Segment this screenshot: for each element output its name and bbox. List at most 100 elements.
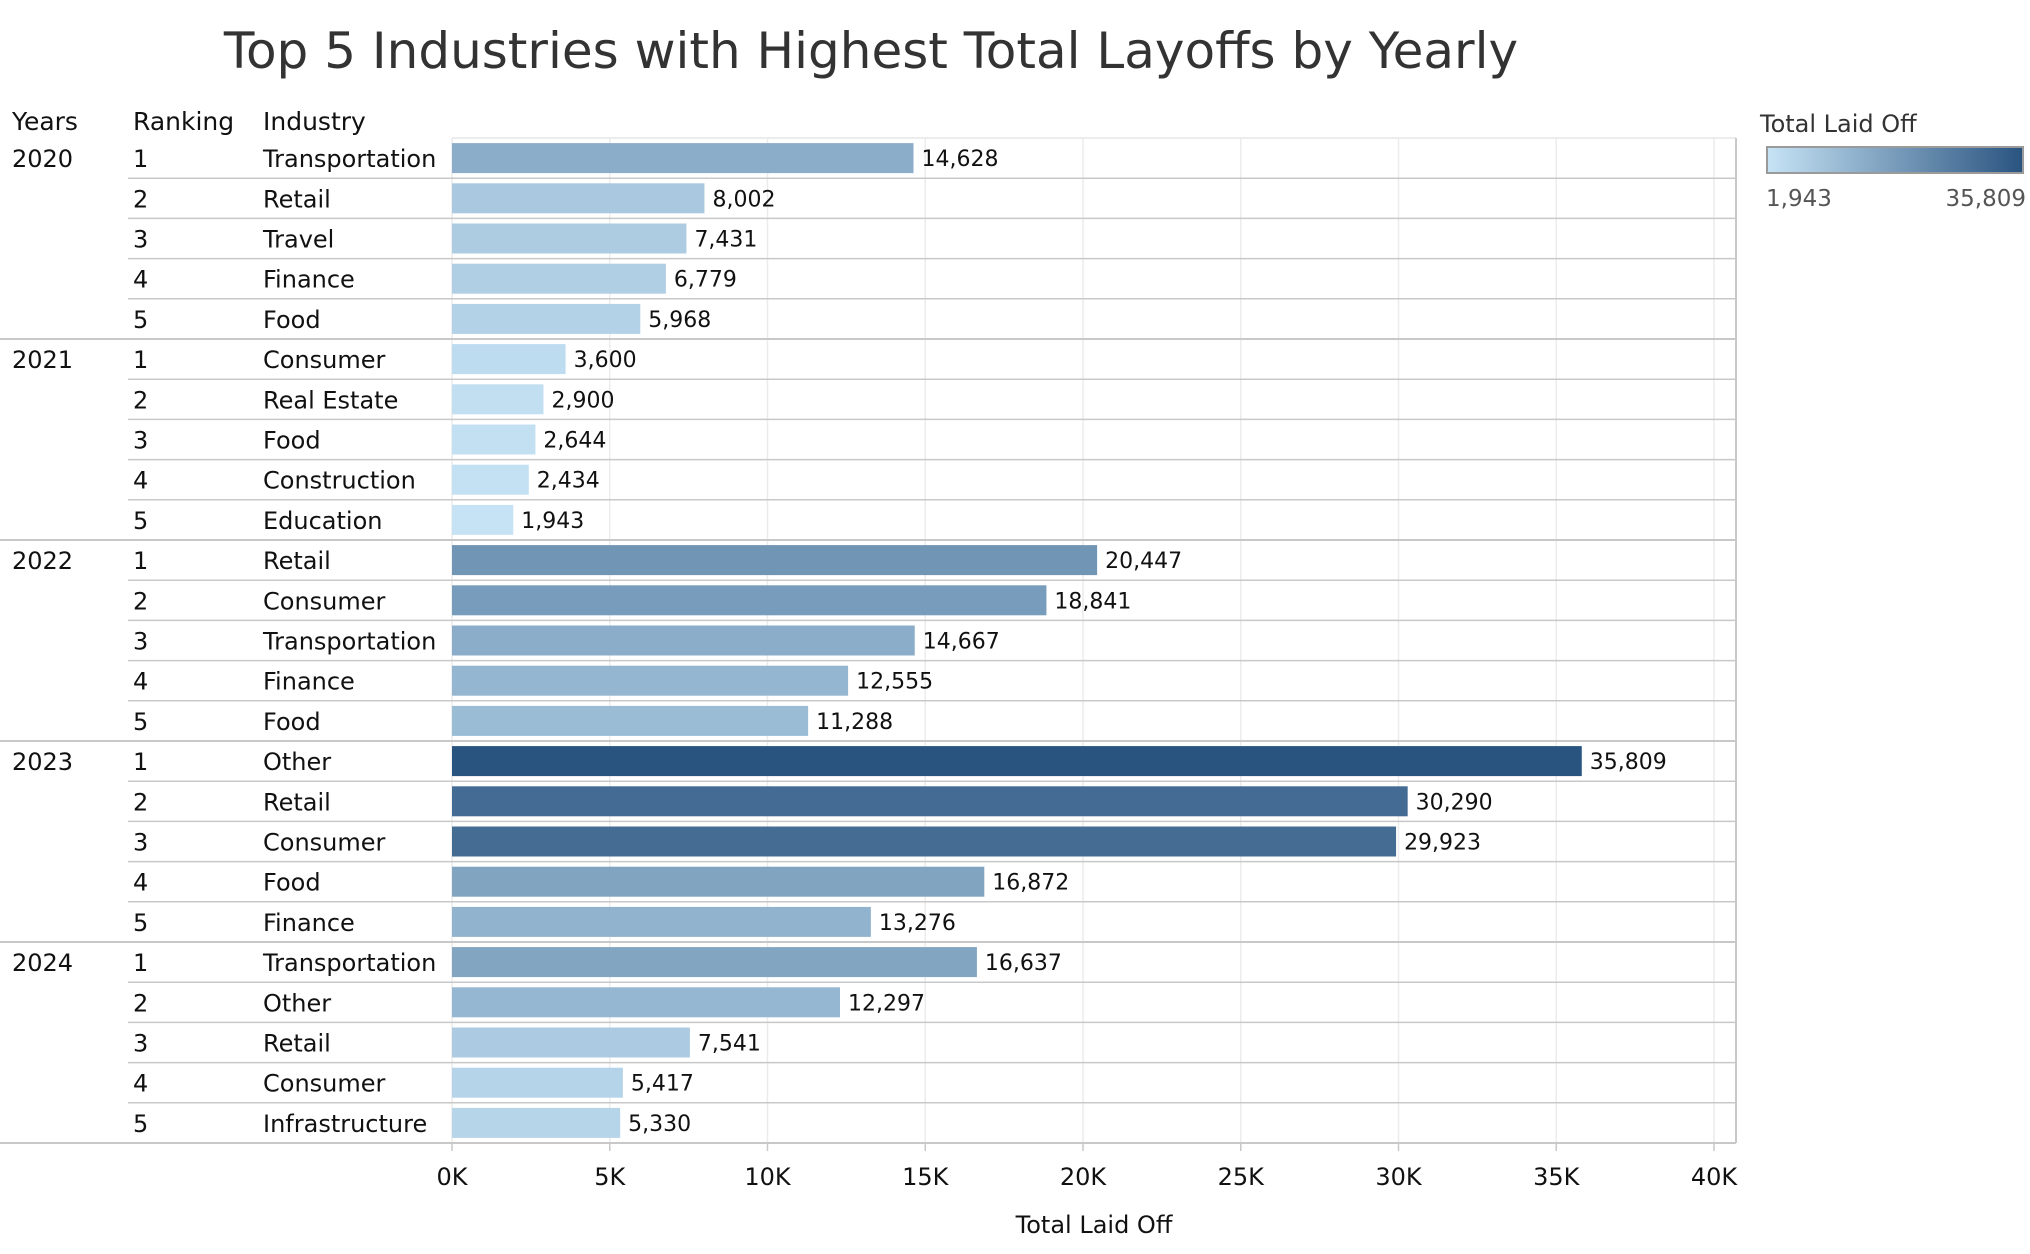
bar	[452, 263, 666, 294]
rank-label: 5	[133, 507, 148, 535]
rank-label: 2	[133, 386, 148, 414]
rank-label: 1	[133, 748, 148, 776]
header-industry: Industry	[263, 107, 366, 136]
bar	[452, 424, 536, 455]
rank-label: 4	[133, 467, 148, 495]
bar	[452, 504, 514, 535]
industry-label: Other	[263, 748, 331, 776]
x-tick-label: 15K	[902, 1163, 950, 1191]
bar	[452, 585, 1047, 616]
rank-label: 5	[133, 306, 148, 334]
bar	[452, 665, 849, 696]
data-label: 12,297	[848, 991, 925, 1016]
bar	[452, 143, 914, 174]
data-label: 13,276	[879, 911, 956, 936]
industry-label: Travel	[262, 226, 334, 254]
bar	[452, 1107, 621, 1138]
data-label: 7,541	[698, 1032, 761, 1057]
x-tick-label: 0K	[436, 1163, 468, 1191]
rank-label: 3	[133, 829, 148, 857]
rank-label: 5	[133, 1110, 148, 1138]
data-label: 5,330	[628, 1112, 691, 1137]
data-label: 29,923	[1404, 831, 1481, 856]
industry-label: Finance	[263, 668, 355, 696]
data-label: 6,779	[674, 268, 737, 293]
rank-label: 4	[133, 266, 148, 294]
year-label: 2023	[12, 748, 73, 776]
x-tick-label: 30K	[1375, 1163, 1423, 1191]
data-label: 1,943	[521, 509, 584, 534]
bar	[452, 987, 840, 1018]
industry-label: Education	[263, 507, 382, 535]
bar	[452, 183, 705, 214]
industry-label: Food	[263, 869, 321, 897]
rank-label: 1	[133, 145, 148, 173]
industry-label: Food	[263, 306, 321, 334]
bar	[452, 384, 544, 415]
industry-label: Retail	[263, 788, 331, 816]
data-label: 2,434	[537, 469, 600, 494]
industry-label: Consumer	[263, 346, 386, 374]
bar	[452, 786, 1408, 817]
data-label: 12,555	[856, 670, 933, 695]
data-label: 11,288	[816, 710, 893, 735]
rank-label: 2	[133, 788, 148, 816]
year-label: 2021	[12, 346, 73, 374]
header-ranking: Ranking	[133, 107, 234, 136]
rank-label: 1	[133, 346, 148, 374]
bar	[452, 303, 641, 334]
industry-label: Transportation	[262, 949, 436, 977]
bar	[452, 344, 566, 375]
rank-label: 3	[133, 226, 148, 254]
color-legend: Total Laid Off 1,943 35,809	[1758, 110, 2028, 230]
rank-label: 4	[133, 668, 148, 696]
industry-label: Retail	[263, 547, 331, 575]
industry-label: Retail	[263, 1030, 331, 1058]
bar	[452, 223, 687, 254]
data-label: 20,447	[1105, 549, 1182, 574]
data-label: 5,968	[648, 308, 711, 333]
rank-label: 5	[133, 909, 148, 937]
data-label: 7,431	[694, 228, 757, 253]
bar	[452, 1027, 690, 1058]
industry-label: Transportation	[262, 628, 436, 656]
x-tick-label: 40K	[1691, 1163, 1739, 1191]
industry-label: Food	[263, 427, 321, 455]
legend-color-ramp	[1766, 146, 2024, 174]
data-label: 18,841	[1054, 589, 1131, 614]
bar	[452, 866, 985, 897]
legend-title: Total Laid Off	[1760, 110, 1917, 138]
rank-label: 4	[133, 1070, 148, 1098]
x-tick-label: 35K	[1533, 1163, 1581, 1191]
x-tick-label: 5K	[594, 1163, 626, 1191]
rank-label: 5	[133, 708, 148, 736]
industry-label: Consumer	[263, 587, 386, 615]
rank-label: 3	[133, 628, 148, 656]
bar	[452, 947, 977, 978]
rank-label: 2	[133, 989, 148, 1017]
bar	[452, 826, 1397, 857]
data-label: 5,417	[631, 1072, 694, 1097]
data-label: 2,900	[551, 388, 614, 413]
data-label: 16,872	[992, 871, 1069, 896]
data-label: 3,600	[574, 348, 637, 373]
industry-label: Finance	[263, 266, 355, 294]
industry-label: Transportation	[262, 145, 436, 173]
year-label: 2020	[12, 145, 73, 173]
industry-label: Food	[263, 708, 321, 736]
rank-label: 2	[133, 587, 148, 615]
bar	[452, 625, 915, 656]
rank-label: 1	[133, 547, 148, 575]
industry-label: Retail	[263, 185, 331, 213]
year-label: 2024	[12, 949, 73, 977]
industry-label: Consumer	[263, 1070, 386, 1098]
legend-min-label: 1,943	[1766, 186, 1832, 212]
data-label: 14,628	[922, 147, 999, 172]
rank-label: 1	[133, 949, 148, 977]
rank-label: 4	[133, 869, 148, 897]
year-label: 2022	[12, 547, 73, 575]
header-years: Years	[11, 107, 78, 136]
bar	[452, 746, 1582, 777]
industry-label: Infrastructure	[263, 1110, 427, 1138]
